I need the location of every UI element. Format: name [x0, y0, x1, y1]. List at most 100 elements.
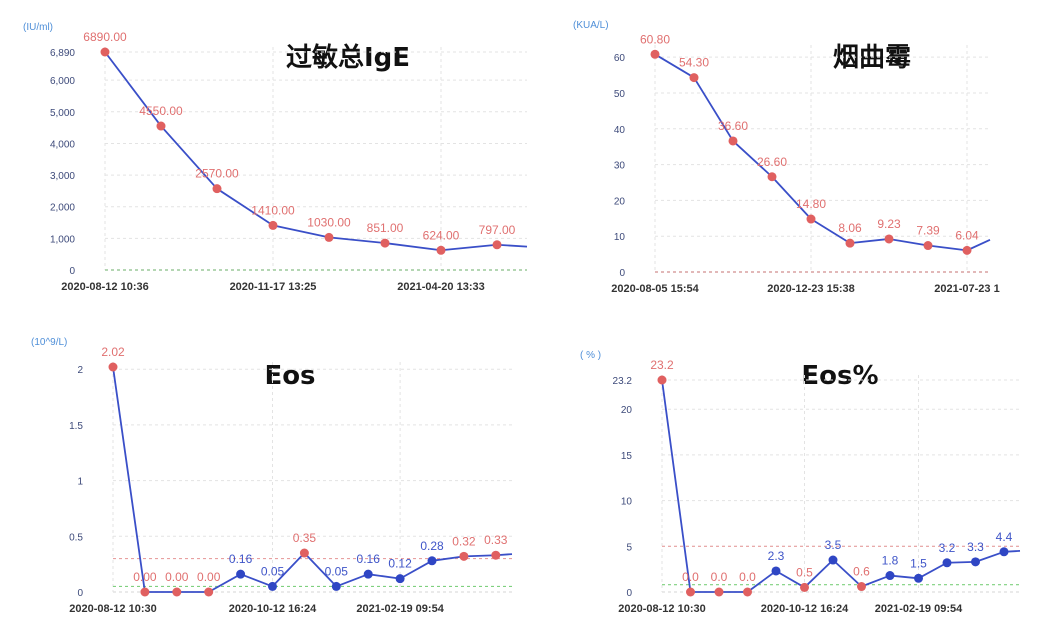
- data-label: 36.60: [718, 119, 748, 133]
- data-label: 1.8: [882, 554, 899, 568]
- data-point: [689, 73, 699, 83]
- data-point: [156, 121, 166, 131]
- data-label: 4.4: [996, 530, 1013, 544]
- y-tick-label: 2: [77, 365, 83, 376]
- data-point: [743, 587, 752, 597]
- data-point: [771, 566, 781, 576]
- x-tick-label: 2020-08-12 10:30: [618, 603, 705, 615]
- data-point: [268, 220, 278, 230]
- data-label: 0.6: [853, 565, 870, 579]
- data-point: [686, 587, 695, 597]
- data-point: [884, 234, 894, 244]
- x-tick-label: 2021-02-19 09:54: [356, 603, 444, 615]
- data-point: [828, 555, 838, 565]
- y-tick-label: 0.5: [69, 532, 83, 543]
- series-line: [112, 366, 513, 593]
- y-tick-label: 3,000: [50, 171, 75, 182]
- data-point: [923, 241, 933, 251]
- x-tick-label: 2020-08-12 10:30: [69, 603, 156, 615]
- x-tick-label: 2020-10-12 16:24: [761, 603, 849, 615]
- y-tick-label: 1,000: [50, 234, 75, 245]
- data-point: [108, 362, 118, 372]
- data-point: [459, 551, 469, 561]
- data-point: [971, 557, 980, 567]
- y-tick-label: 30: [614, 161, 626, 172]
- chart-svg-total-ige: 过敏总IgE (IU/ml) 0 1,000 2,000 3,000 4,000 5,000 6…: [23, 22, 528, 293]
- x-tick-label: 2020-08-12 10:36: [61, 281, 148, 293]
- data-point: [885, 571, 895, 581]
- y-tick-label: 40: [614, 125, 626, 136]
- chart-panel-total-ige: 过敏总IgE (IU/ml) 0 1,000 2,000 3,000 4,000 5,000 6…: [0, 0, 540, 312]
- x-tick-label: 2021-04-20 13:33: [397, 281, 484, 293]
- data-point: [299, 548, 309, 558]
- data-label: 0.05: [261, 564, 285, 578]
- data-label: 60.80: [640, 32, 670, 46]
- y-tick-label: 50: [614, 89, 626, 100]
- data-label: 797.00: [479, 223, 516, 237]
- unit-label: ( % ): [580, 350, 601, 361]
- data-label: 0.16: [229, 552, 253, 566]
- data-point: [942, 558, 952, 568]
- data-point: [650, 49, 660, 59]
- data-label: 54.30: [679, 56, 709, 70]
- y-tick-label: 6,890: [50, 48, 75, 59]
- y-tick-label: 10: [614, 232, 626, 243]
- data-point: [268, 581, 277, 591]
- data-label: 8.06: [838, 221, 862, 235]
- data-label: 0.33: [484, 533, 508, 547]
- data-label: 0.16: [357, 552, 381, 566]
- data-point: [728, 136, 738, 146]
- data-point: [492, 240, 502, 250]
- chart-title: Eos%: [801, 361, 878, 391]
- y-tick-label: 4,000: [50, 139, 75, 150]
- y-tick-label: 2,000: [50, 203, 75, 214]
- y-tick-label: 60: [614, 53, 626, 64]
- data-label: 851.00: [367, 221, 404, 235]
- unit-label: (IU/ml): [23, 22, 53, 33]
- chart-panel-aspergillus: 烟曲霉 (KUA/L) 0 10 20 30 40 50 60 2020-08-05 15:54 2…: [560, 0, 1048, 312]
- data-label: 0.00: [165, 570, 189, 584]
- data-label: 14.80: [796, 197, 826, 211]
- data-point: [331, 581, 341, 591]
- data-label: 0.12: [388, 557, 412, 571]
- x-tick-label: 2020-08-05 15:54: [611, 283, 699, 295]
- data-label: 7.39: [916, 224, 940, 238]
- data-label: 0.00: [133, 570, 157, 584]
- y-tick-label: 20: [614, 196, 626, 207]
- data-label: 3.2: [939, 541, 956, 555]
- data-point: [380, 238, 390, 248]
- data-point: [236, 569, 246, 579]
- data-label: 2.02: [101, 345, 125, 359]
- x-tick-label: 2021-07-23 1: [934, 283, 999, 295]
- data-label: 1410.00: [251, 203, 295, 217]
- data-label: 0.0: [682, 570, 699, 584]
- data-label: 3.5: [825, 538, 842, 552]
- y-tick-label: 23.2: [613, 376, 633, 387]
- series-line: [661, 379, 1021, 593]
- y-tick-label: 0: [619, 268, 625, 279]
- data-label: 6890.00: [83, 30, 127, 44]
- data-point: [962, 245, 972, 255]
- data-label: 4550.00: [139, 104, 183, 118]
- data-point: [324, 232, 334, 242]
- y-tick-label: 15: [621, 451, 633, 462]
- data-label: 2570.00: [195, 167, 239, 181]
- chart-svg-aspergillus: 烟曲霉 (KUA/L) 0 10 20 30 40 50 60 2020-08-05 15:54 2…: [573, 20, 1000, 295]
- data-label: 3.3: [967, 540, 984, 554]
- unit-label: (KUA/L): [573, 20, 609, 31]
- data-label: 0.00: [197, 570, 221, 584]
- y-tick-label: 10: [621, 497, 633, 508]
- data-label: 23.2: [650, 358, 674, 372]
- chart-svg-eos-percent: Eos% ( % ) 0 5 10 15 20 23.2 2020-08-12 10:30 202…: [580, 350, 1021, 615]
- data-point: [657, 375, 667, 385]
- data-label: 26.60: [757, 155, 787, 169]
- data-point: [767, 172, 777, 182]
- data-point: [140, 587, 150, 597]
- data-point: [204, 587, 214, 597]
- x-tick-label: 2020-12-23 15:38: [767, 283, 854, 295]
- x-tick-label: 2020-11-17 13:25: [230, 281, 317, 293]
- data-label: 2.3: [768, 549, 785, 563]
- y-tick-label: 0: [77, 588, 83, 599]
- data-point: [427, 556, 437, 566]
